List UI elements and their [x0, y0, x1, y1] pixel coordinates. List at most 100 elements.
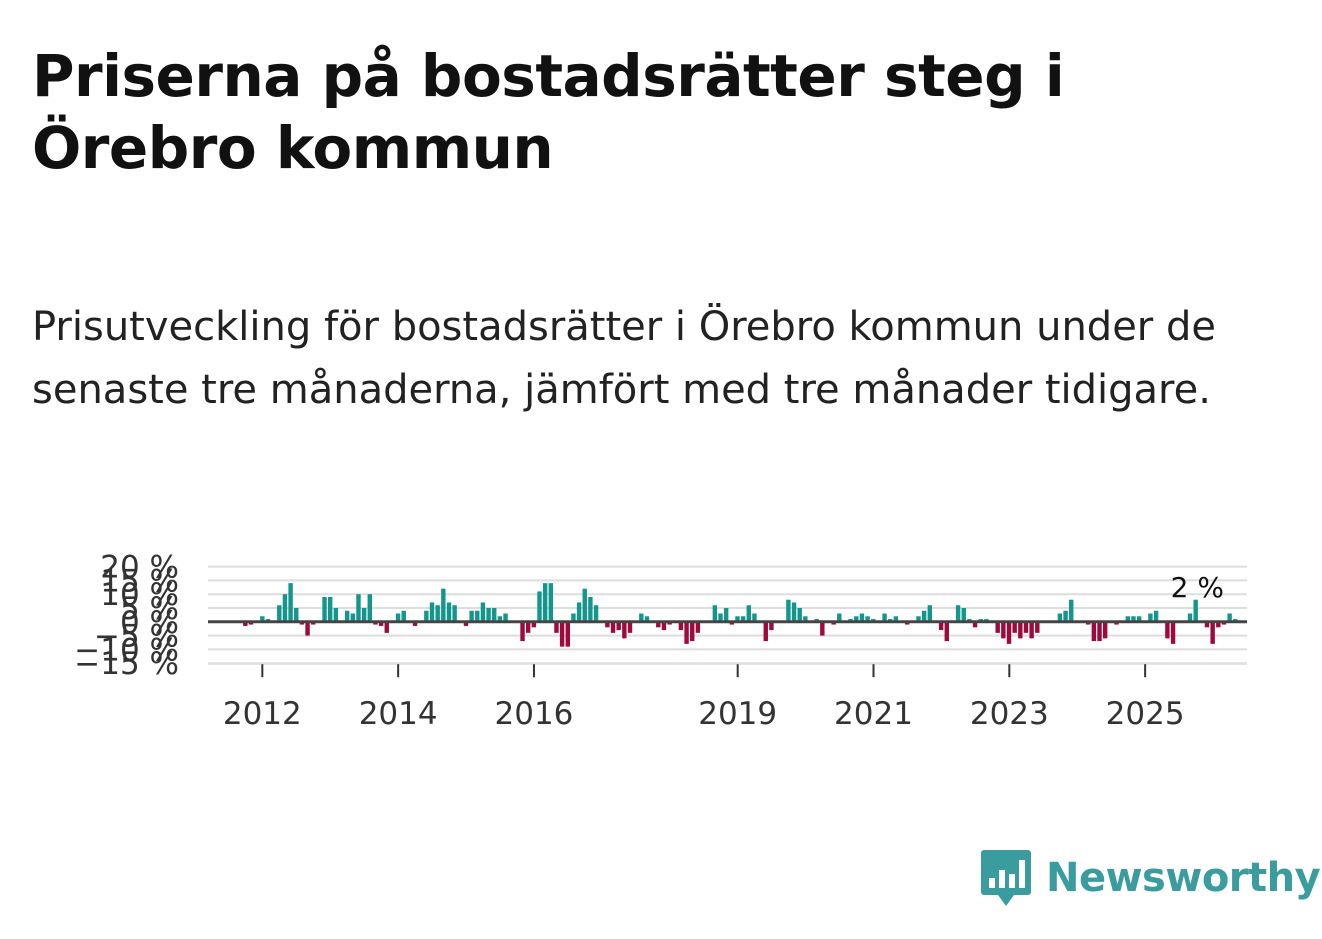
bar: [627, 621, 633, 633]
bar: [1187, 613, 1193, 622]
bar: [712, 605, 718, 622]
bar: [1102, 621, 1108, 639]
bar: [639, 613, 644, 622]
x-tick-label: 2012: [223, 696, 302, 732]
x-tick-label: 2019: [698, 696, 777, 732]
bar: [752, 613, 757, 622]
bar: [995, 621, 1000, 633]
page-title: Priserna på bostadsrätter steg i Örebro …: [32, 42, 1065, 182]
bar: [854, 616, 859, 622]
bar: [1125, 616, 1131, 622]
bar: [243, 621, 248, 626]
x-tick-label: 2016: [495, 696, 574, 732]
bar: [554, 621, 559, 633]
bar: [1063, 610, 1068, 622]
bar: [1035, 621, 1040, 633]
bar: [548, 583, 554, 622]
bar: [684, 621, 689, 644]
bar: [644, 616, 650, 622]
bar: [610, 621, 616, 633]
bar: [916, 616, 921, 622]
bar: [797, 608, 802, 622]
bar: [576, 602, 582, 622]
bar: [859, 613, 865, 622]
y-tick-label: 20 %: [100, 550, 179, 586]
bar: [356, 594, 361, 622]
bar: [378, 621, 384, 626]
bar: [786, 599, 791, 622]
bar: [344, 610, 350, 622]
bar: [497, 616, 503, 622]
bar: [492, 608, 497, 622]
bar: [723, 608, 729, 622]
bar: [1153, 610, 1159, 622]
bar: [435, 605, 440, 622]
bar: [424, 610, 429, 622]
bar: [893, 616, 899, 622]
bar: [350, 613, 356, 622]
bar: [559, 621, 565, 647]
bar: [1097, 621, 1102, 642]
bar: [1006, 621, 1012, 644]
bar: [1091, 621, 1097, 642]
bar: [463, 621, 469, 626]
bar: [1193, 599, 1198, 622]
bar: [740, 616, 746, 622]
bar: [616, 621, 621, 631]
bar: [865, 616, 870, 622]
chart-subtitle: Prisutveckling för bostadsrätter i Örebr…: [32, 304, 1216, 413]
bar: [735, 616, 740, 622]
bar: [277, 605, 282, 622]
x-tick-label: 2023: [970, 696, 1049, 732]
bar: [525, 621, 531, 633]
bar: [1227, 613, 1232, 622]
bar: [452, 605, 457, 622]
bar: [327, 596, 333, 622]
bar: [475, 610, 480, 622]
bar: [678, 621, 684, 631]
newsworthy-logo: Newsworthy: [980, 848, 1321, 908]
bar: [661, 621, 667, 631]
bar: [1165, 621, 1170, 639]
y-tick-label: 15 %: [100, 563, 179, 599]
bar: [401, 610, 406, 622]
bar: [305, 621, 310, 636]
bar: [531, 621, 537, 628]
bar: [944, 621, 949, 642]
bar: [882, 613, 887, 622]
bar: [1001, 621, 1006, 639]
y-tick-label: −10 %: [74, 632, 179, 668]
bar: [395, 613, 401, 622]
bar: [1136, 616, 1142, 622]
bar: [542, 583, 548, 622]
bar: [1131, 616, 1136, 622]
bar: [322, 596, 327, 622]
bar: [1148, 613, 1153, 622]
bar: [429, 602, 435, 622]
bar: [763, 621, 768, 642]
y-tick-label: 5 %: [120, 591, 179, 627]
bar: [1170, 621, 1176, 644]
bar: [367, 594, 372, 622]
x-tick-label: 2025: [1106, 696, 1185, 732]
bar: [288, 583, 293, 622]
bar: [820, 621, 825, 636]
x-tick-label: 2021: [834, 696, 913, 732]
y-tick-label: −5 %: [94, 619, 179, 655]
bar: [927, 605, 933, 622]
y-tick-label: 0 %: [120, 605, 179, 641]
bar: [1204, 621, 1210, 628]
bar: [955, 605, 961, 622]
bar: [1029, 621, 1034, 639]
bar: [1069, 599, 1074, 622]
bar: [938, 621, 944, 631]
bar: [746, 605, 752, 622]
bar: [503, 613, 508, 622]
newsworthy-logo-icon: [981, 850, 1031, 906]
bar: [582, 588, 587, 622]
bar: [1210, 621, 1215, 644]
bar: [412, 621, 418, 626]
bar: [441, 588, 446, 622]
bar: [520, 621, 525, 642]
